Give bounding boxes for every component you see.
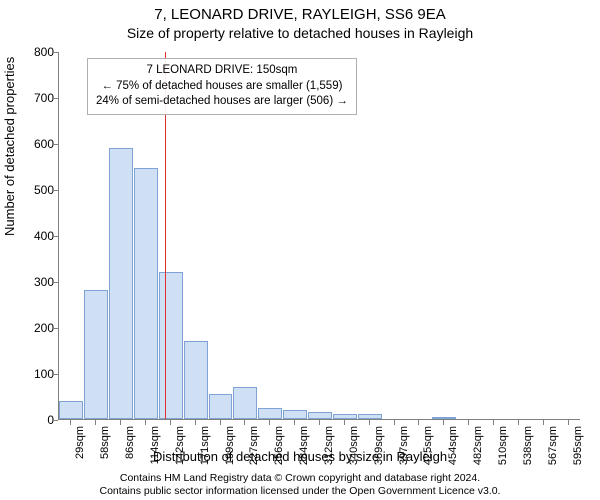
x-tick-mark [568, 420, 569, 425]
x-tick-label: 256sqm [273, 426, 285, 465]
x-tick-mark [369, 420, 370, 425]
x-tick-mark [269, 420, 270, 425]
footer-line-1: Contains HM Land Registry data © Crown c… [120, 472, 480, 484]
x-tick-mark [518, 420, 519, 425]
histogram-bar [209, 394, 233, 419]
y-tick-label: 700 [14, 91, 54, 105]
y-tick-mark [53, 236, 58, 237]
histogram-bar [109, 148, 133, 419]
x-tick-mark [120, 420, 121, 425]
x-tick-label: 538sqm [522, 426, 534, 465]
x-tick-mark [195, 420, 196, 425]
x-tick-mark [95, 420, 96, 425]
x-tick-label: 482sqm [472, 426, 484, 465]
y-tick-mark [53, 52, 58, 53]
x-tick-label: 199sqm [224, 426, 236, 465]
histogram-bar [184, 341, 208, 419]
y-tick-label: 100 [14, 367, 54, 381]
y-tick-label: 300 [14, 275, 54, 289]
histogram-bar [308, 412, 332, 419]
x-tick-mark [170, 420, 171, 425]
y-tick-label: 400 [14, 229, 54, 243]
x-tick-label: 397sqm [398, 426, 410, 465]
x-tick-label: 369sqm [373, 426, 385, 465]
x-tick-label: 142sqm [174, 426, 186, 465]
x-tick-mark [543, 420, 544, 425]
x-tick-mark [294, 420, 295, 425]
histogram-bar [333, 414, 357, 419]
x-tick-mark [244, 420, 245, 425]
histogram-plot: 7 LEONARD DRIVE: 150sqm← 75% of detached… [58, 52, 580, 420]
y-tick-mark [53, 328, 58, 329]
x-tick-label: 510sqm [497, 426, 509, 465]
histogram-bar [358, 414, 382, 419]
x-tick-mark [319, 420, 320, 425]
x-tick-label: 227sqm [248, 426, 260, 465]
x-tick-mark [220, 420, 221, 425]
info-box-line: ← 75% of detached houses are smaller (1,… [96, 79, 348, 95]
y-tick-label: 800 [14, 45, 54, 59]
y-tick-mark [53, 282, 58, 283]
y-tick-label: 0 [14, 413, 54, 427]
histogram-bar [59, 401, 83, 419]
x-tick-mark [344, 420, 345, 425]
x-tick-label: 312sqm [323, 426, 335, 465]
x-tick-mark [70, 420, 71, 425]
x-tick-mark [443, 420, 444, 425]
histogram-bar [258, 408, 282, 420]
y-tick-mark [53, 98, 58, 99]
x-tick-label: 114sqm [149, 426, 161, 464]
x-tick-label: 454sqm [447, 426, 459, 465]
x-tick-mark [418, 420, 419, 425]
info-box-line: 7 LEONARD DRIVE: 150sqm [96, 63, 348, 79]
x-tick-mark [468, 420, 469, 425]
y-tick-label: 600 [14, 137, 54, 151]
histogram-bar [84, 290, 108, 419]
x-tick-label: 171sqm [199, 426, 211, 465]
y-tick-mark [53, 420, 58, 421]
histogram-bar [432, 417, 456, 419]
info-box-line: 24% of semi-detached houses are larger (… [96, 94, 348, 110]
chart-subtitle: Size of property relative to detached ho… [0, 23, 600, 41]
x-tick-label: 58sqm [99, 426, 111, 459]
histogram-bar [134, 168, 158, 419]
x-tick-label: 567sqm [547, 426, 559, 465]
x-tick-mark [145, 420, 146, 425]
histogram-bar [283, 410, 307, 419]
x-tick-label: 284sqm [298, 426, 310, 465]
histogram-bar [233, 387, 257, 419]
x-tick-mark [394, 420, 395, 425]
x-tick-label: 29sqm [74, 426, 86, 459]
x-tick-label: 340sqm [348, 426, 360, 465]
histogram-bar [159, 272, 183, 419]
footer-line-2: Contains public sector information licen… [100, 485, 501, 497]
y-tick-label: 500 [14, 183, 54, 197]
address-title: 7, LEONARD DRIVE, RAYLEIGH, SS6 9EA [0, 0, 600, 23]
y-tick-label: 200 [14, 321, 54, 335]
x-tick-mark [493, 420, 494, 425]
x-tick-label: 595sqm [572, 426, 584, 465]
x-tick-label: 425sqm [422, 426, 434, 465]
x-tick-label: 86sqm [124, 426, 136, 459]
y-tick-mark [53, 190, 58, 191]
property-info-box: 7 LEONARD DRIVE: 150sqm← 75% of detached… [87, 58, 357, 115]
footer-attribution: Contains HM Land Registry data © Crown c… [0, 472, 600, 498]
y-tick-mark [53, 374, 58, 375]
y-tick-mark [53, 144, 58, 145]
